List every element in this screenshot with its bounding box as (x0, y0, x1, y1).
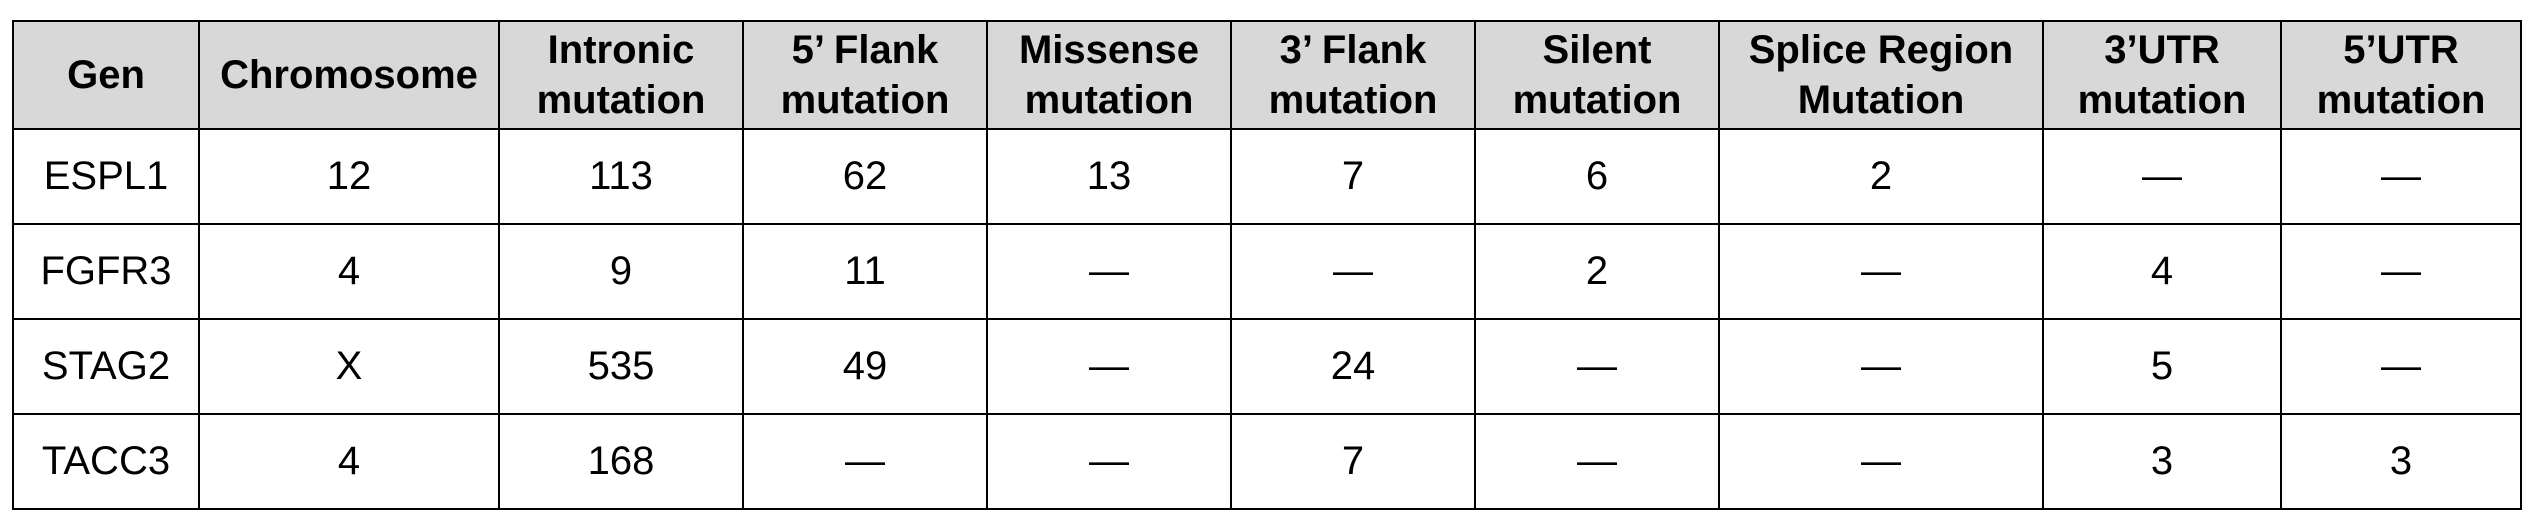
cell-intronic: 113 (498, 128, 744, 225)
mutation-table-container: Gen Chromosome Intronic mutation 5’ Flan… (12, 20, 2522, 510)
cell-intronic: 9 (498, 223, 744, 320)
header-5-flank-mutation: 5’ Flank mutation (742, 20, 988, 130)
cell-splice-region: — (1718, 318, 2044, 415)
cell-splice-region: 2 (1718, 128, 2044, 225)
table-header: Gen Chromosome Intronic mutation 5’ Flan… (12, 20, 2522, 130)
cell-5utr: — (2280, 128, 2522, 225)
cell-silent: — (1474, 413, 1720, 510)
table-row: ESPL1 12 113 62 13 7 6 2 — — (12, 128, 2522, 225)
cell-missense: — (986, 413, 1232, 510)
cell-intronic: 535 (498, 318, 744, 415)
mutation-table: Gen Chromosome Intronic mutation 5’ Flan… (12, 20, 2522, 510)
header-3utr-mutation: 3’UTR mutation (2042, 20, 2282, 130)
cell-5-flank: 62 (742, 128, 988, 225)
cell-missense: — (986, 223, 1232, 320)
cell-silent: — (1474, 318, 1720, 415)
cell-3-flank: 7 (1230, 413, 1476, 510)
header-3-flank-mutation: 3’ Flank mutation (1230, 20, 1476, 130)
cell-3-flank: 7 (1230, 128, 1476, 225)
cell-gene: ESPL1 (12, 128, 200, 225)
header-missense-mutation: Missense mutation (986, 20, 1232, 130)
cell-splice-region: — (1718, 223, 2044, 320)
header-gen: Gen (12, 20, 200, 130)
cell-gene: FGFR3 (12, 223, 200, 320)
header-splice-region-mutation: Splice Region Mutation (1718, 20, 2044, 130)
cell-missense: 13 (986, 128, 1232, 225)
cell-3utr: — (2042, 128, 2282, 225)
cell-chromosome: 12 (198, 128, 500, 225)
cell-5-flank: 49 (742, 318, 988, 415)
cell-5utr: — (2280, 223, 2522, 320)
header-chromosome: Chromosome (198, 20, 500, 130)
cell-3utr: 4 (2042, 223, 2282, 320)
cell-3-flank: 24 (1230, 318, 1476, 415)
cell-3utr: 3 (2042, 413, 2282, 510)
header-silent-mutation: Silent mutation (1474, 20, 1720, 130)
cell-gene: STAG2 (12, 318, 200, 415)
cell-5-flank: 11 (742, 223, 988, 320)
cell-3-flank: — (1230, 223, 1476, 320)
header-intronic-mutation: Intronic mutation (498, 20, 744, 130)
cell-3utr: 5 (2042, 318, 2282, 415)
cell-chromosome: X (198, 318, 500, 415)
cell-missense: — (986, 318, 1232, 415)
cell-5-flank: — (742, 413, 988, 510)
header-row: Gen Chromosome Intronic mutation 5’ Flan… (12, 20, 2522, 130)
cell-chromosome: 4 (198, 223, 500, 320)
table-row: TACC3 4 168 — — 7 — — 3 3 (12, 413, 2522, 510)
cell-5utr: 3 (2280, 413, 2522, 510)
cell-5utr: — (2280, 318, 2522, 415)
cell-splice-region: — (1718, 413, 2044, 510)
table-row: STAG2 X 535 49 — 24 — — 5 — (12, 318, 2522, 415)
cell-silent: 6 (1474, 128, 1720, 225)
table-row: FGFR3 4 9 11 — — 2 — 4 — (12, 223, 2522, 320)
cell-silent: 2 (1474, 223, 1720, 320)
table-body: ESPL1 12 113 62 13 7 6 2 — — FGFR3 4 9 1… (12, 128, 2522, 510)
cell-gene: TACC3 (12, 413, 200, 510)
cell-intronic: 168 (498, 413, 744, 510)
header-5utr-mutation: 5’UTR mutation (2280, 20, 2522, 130)
cell-chromosome: 4 (198, 413, 500, 510)
